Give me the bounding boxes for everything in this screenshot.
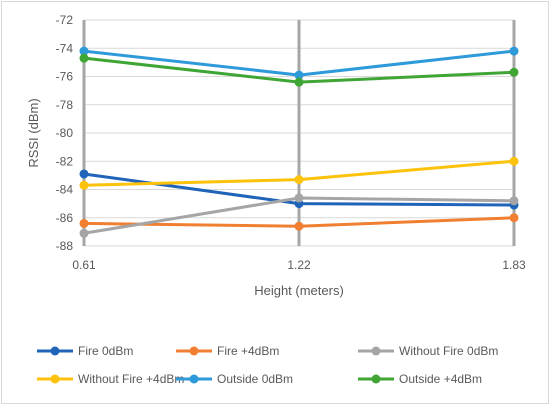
data-point [79, 180, 89, 190]
legend-item: Fire +4dBm [176, 344, 279, 358]
legend-swatch-marker [189, 374, 199, 384]
y-tick-label: -72 [56, 13, 74, 27]
x-axis-ticks: 0.61 1.22 1.83 [72, 258, 526, 272]
series-outside-0dbm [79, 46, 519, 80]
y-axis-title: RSSI (dBm) [26, 98, 41, 167]
y-tick-label: -84 [56, 183, 74, 197]
data-point [294, 175, 304, 185]
legend-swatch-marker [50, 346, 60, 356]
data-point [79, 53, 89, 63]
series-lines [79, 46, 519, 238]
series-outside-4dbm [79, 53, 519, 87]
data-point [79, 218, 89, 228]
legend-swatch-marker [50, 374, 60, 384]
data-point [294, 221, 304, 231]
series-fire-4dbm [79, 213, 519, 231]
legend-swatch-marker [189, 346, 199, 356]
legend-swatch-marker [371, 346, 381, 356]
grid [82, 19, 516, 247]
data-point [294, 70, 304, 80]
data-point [509, 67, 519, 77]
legend: Fire 0dBm Fire +4dBm Without Fire 0dBm With… [37, 344, 498, 386]
data-point [79, 169, 89, 179]
legend-item: Outside +4dBm [358, 372, 482, 386]
legend-label: Outside 0dBm [217, 372, 293, 386]
legend-label: Without Fire 0dBm [399, 344, 498, 358]
legend-item: Without Fire +4dBm [37, 372, 184, 386]
y-tick-label: -88 [56, 239, 74, 253]
series-without-fire-0dbm [79, 193, 519, 238]
y-tick-label: -82 [56, 154, 74, 168]
data-point [509, 46, 519, 56]
y-axis-ticks: -72 -74 -76 -78 -80 -82 -84 -86 -88 [56, 13, 74, 253]
data-point [79, 228, 89, 238]
legend-swatch-marker [371, 374, 381, 384]
legend-item: Fire 0dBm [37, 344, 133, 358]
data-point [509, 196, 519, 206]
data-point [294, 77, 304, 87]
x-tick-label: 1.22 [287, 258, 311, 272]
legend-label: Outside +4dBm [399, 372, 482, 386]
data-point [294, 193, 304, 203]
legend-label: Fire +4dBm [217, 344, 279, 358]
y-tick-label: -80 [56, 126, 74, 140]
y-tick-label: -74 [56, 41, 74, 55]
data-point [79, 46, 89, 56]
legend-item: Outside 0dBm [176, 372, 293, 386]
x-tick-label: 0.61 [72, 258, 96, 272]
y-tick-label: -78 [56, 98, 74, 112]
data-point [509, 213, 519, 223]
legend-label: Without Fire +4dBm [78, 372, 184, 386]
x-tick-label: 1.83 [502, 258, 526, 272]
x-axis-title: Height (meters) [254, 283, 344, 298]
legend-label: Fire 0dBm [78, 344, 133, 358]
legend-item: Without Fire 0dBm [358, 344, 498, 358]
series-without-fire-4dbm [79, 156, 519, 190]
y-tick-label: -86 [56, 211, 74, 225]
data-point [509, 156, 519, 166]
y-tick-label: -76 [56, 70, 74, 84]
